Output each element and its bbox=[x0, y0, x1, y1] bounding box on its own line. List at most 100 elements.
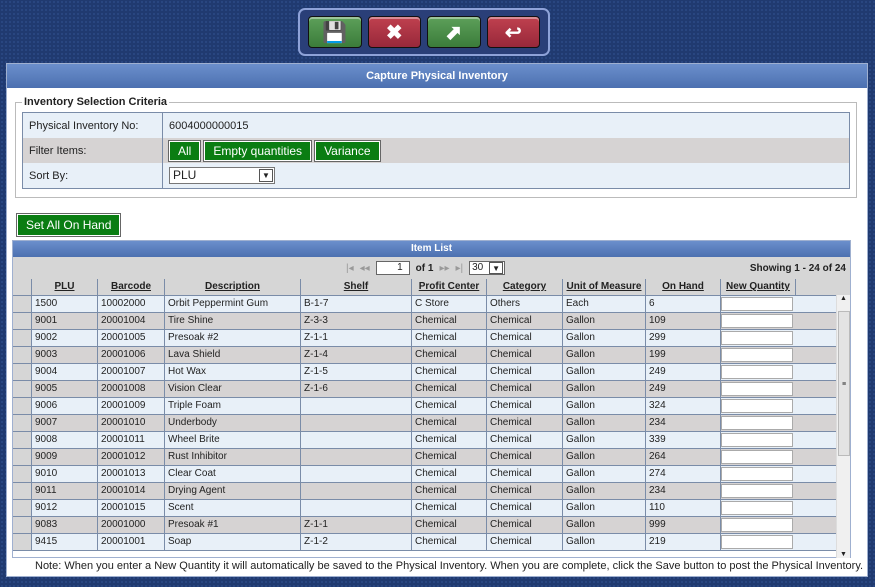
column-header[interactable]: PLU bbox=[32, 279, 98, 295]
set-all-on-hand-button[interactable]: Set All On Hand bbox=[15, 213, 122, 237]
table-cell bbox=[301, 432, 412, 448]
back-button[interactable]: ↩ bbox=[486, 16, 540, 48]
showing-count: Showing 1 - 24 of 24 bbox=[749, 263, 846, 274]
column-header[interactable]: New Quantity bbox=[721, 279, 796, 295]
row-selector bbox=[13, 432, 32, 448]
new-quantity-input[interactable] bbox=[721, 501, 793, 515]
table-cell: 20001004 bbox=[98, 313, 165, 329]
new-quantity-input[interactable] bbox=[721, 399, 793, 413]
note-text: Note: When you enter a New Quantity it w… bbox=[35, 560, 864, 572]
table-cell bbox=[301, 415, 412, 431]
column-header[interactable]: Profit Center bbox=[412, 279, 487, 295]
row-selector bbox=[13, 483, 32, 499]
chevron-down-icon: ▼ bbox=[259, 169, 273, 182]
new-quantity-input[interactable] bbox=[721, 433, 793, 447]
scroll-up-icon[interactable]: ▲ bbox=[840, 295, 847, 302]
row-selector bbox=[13, 466, 32, 482]
table-cell: 274 bbox=[646, 466, 721, 482]
table-cell: Gallon bbox=[563, 330, 646, 346]
table-cell: C Store bbox=[412, 296, 487, 312]
table-cell: Chemical bbox=[412, 415, 487, 431]
table-cell: Chemical bbox=[487, 466, 563, 482]
column-header[interactable]: Barcode bbox=[98, 279, 165, 295]
save-button[interactable]: 💾 bbox=[308, 16, 362, 48]
new-quantity-input[interactable] bbox=[721, 416, 793, 430]
table-row: 9004 20001007 Hot Wax Z-1-5 Chemical Chemical… bbox=[13, 364, 850, 381]
table-cell: Chemical bbox=[487, 517, 563, 533]
table-cell: Chemical bbox=[487, 432, 563, 448]
table-cell: 20001006 bbox=[98, 347, 165, 363]
page-input[interactable]: 1 bbox=[375, 261, 410, 275]
new-quantity-input[interactable] bbox=[721, 518, 793, 532]
new-quantity-input[interactable] bbox=[721, 450, 793, 464]
column-header[interactable]: Unit of Measure bbox=[563, 279, 646, 295]
vertical-scrollbar[interactable]: ▲ ≡ ▼ bbox=[836, 295, 850, 558]
new-quantity-input[interactable] bbox=[721, 484, 793, 498]
first-page-icon[interactable]: |◂ bbox=[346, 262, 354, 274]
table-cell: Gallon bbox=[563, 483, 646, 499]
table-cell: 9002 bbox=[32, 330, 98, 346]
table-cell: 1500 bbox=[32, 296, 98, 312]
new-quantity-input[interactable] bbox=[721, 467, 793, 481]
new-quantity-input[interactable] bbox=[721, 297, 793, 311]
grid-title: Item List bbox=[13, 241, 850, 257]
table-cell: Triple Foam bbox=[165, 398, 301, 414]
scroll-thumb[interactable]: ≡ bbox=[838, 311, 850, 456]
prev-page-icon[interactable]: ◂◂ bbox=[359, 262, 370, 274]
new-quantity-input[interactable] bbox=[721, 314, 793, 328]
filter-empty-button[interactable]: Empty quantities bbox=[203, 139, 313, 162]
table-cell: Gallon bbox=[563, 313, 646, 329]
table-cell: Presoak #2 bbox=[165, 330, 301, 346]
filter-variance-button[interactable]: Variance bbox=[314, 139, 381, 162]
column-header[interactable]: Category bbox=[487, 279, 563, 295]
sort-select[interactable]: PLU ▼ bbox=[169, 167, 275, 184]
table-cell: 20001010 bbox=[98, 415, 165, 431]
table-cell: Gallon bbox=[563, 398, 646, 414]
column-header[interactable]: Description bbox=[165, 279, 301, 295]
table-cell bbox=[301, 500, 412, 516]
filter-all-button[interactable]: All bbox=[167, 139, 202, 162]
table-cell: Chemical bbox=[412, 313, 487, 329]
new-quantity-input[interactable] bbox=[721, 365, 793, 379]
table-cell: 9009 bbox=[32, 449, 98, 465]
table-cell: 9010 bbox=[32, 466, 98, 482]
item-list-grid: Item List |◂ ◂◂ 1 of 1 ▸▸ ▸| 30 ▼ Showing… bbox=[12, 240, 851, 558]
new-quantity-input[interactable] bbox=[721, 348, 793, 362]
table-cell: Z-1-5 bbox=[301, 364, 412, 380]
new-quantity-input[interactable] bbox=[721, 331, 793, 345]
table-cell: 20001013 bbox=[98, 466, 165, 482]
table-cell: 999 bbox=[646, 517, 721, 533]
table-row: 9006 20001009 Triple Foam Chemical Chemical G… bbox=[13, 398, 850, 415]
table-cell: Chemical bbox=[487, 398, 563, 414]
table-cell: 9012 bbox=[32, 500, 98, 516]
last-page-icon[interactable]: ▸| bbox=[455, 262, 464, 274]
row-selector bbox=[13, 415, 32, 431]
column-header[interactable]: Shelf bbox=[301, 279, 412, 295]
column-header[interactable]: On Hand bbox=[646, 279, 721, 295]
new-quantity-input[interactable] bbox=[721, 382, 793, 396]
page-size-select[interactable]: 30 ▼ bbox=[469, 261, 506, 275]
table-row: 9003 20001006 Lava Shield Z-1-4 Chemical Chem… bbox=[13, 347, 850, 364]
export-button[interactable]: ⬈ bbox=[427, 16, 481, 48]
table-cell: Chemical bbox=[487, 347, 563, 363]
table-cell: Chemical bbox=[412, 534, 487, 550]
table-cell: Chemical bbox=[412, 330, 487, 346]
cancel-button[interactable]: ✖ bbox=[367, 16, 421, 48]
table-cell: Z-1-4 bbox=[301, 347, 412, 363]
table-cell: Gallon bbox=[563, 432, 646, 448]
table-cell: Chemical bbox=[412, 347, 487, 363]
table-cell: Others bbox=[487, 296, 563, 312]
table-cell: Each bbox=[563, 296, 646, 312]
scroll-down-icon[interactable]: ▼ bbox=[840, 551, 847, 558]
pager: |◂ ◂◂ 1 of 1 ▸▸ ▸| 30 ▼ Showing 1 - 24 of… bbox=[13, 257, 850, 279]
table-row: 9009 20001012 Rust Inhibitor Chemical Chemic… bbox=[13, 449, 850, 466]
table-cell: 20001005 bbox=[98, 330, 165, 346]
table-cell: Underbody bbox=[165, 415, 301, 431]
table-cell: 9083 bbox=[32, 517, 98, 533]
row-selector bbox=[13, 398, 32, 414]
table-cell: Chemical bbox=[412, 364, 487, 380]
table-cell: Chemical bbox=[412, 449, 487, 465]
table-cell: Chemical bbox=[412, 483, 487, 499]
new-quantity-input[interactable] bbox=[721, 535, 793, 549]
next-page-icon[interactable]: ▸▸ bbox=[439, 262, 450, 274]
